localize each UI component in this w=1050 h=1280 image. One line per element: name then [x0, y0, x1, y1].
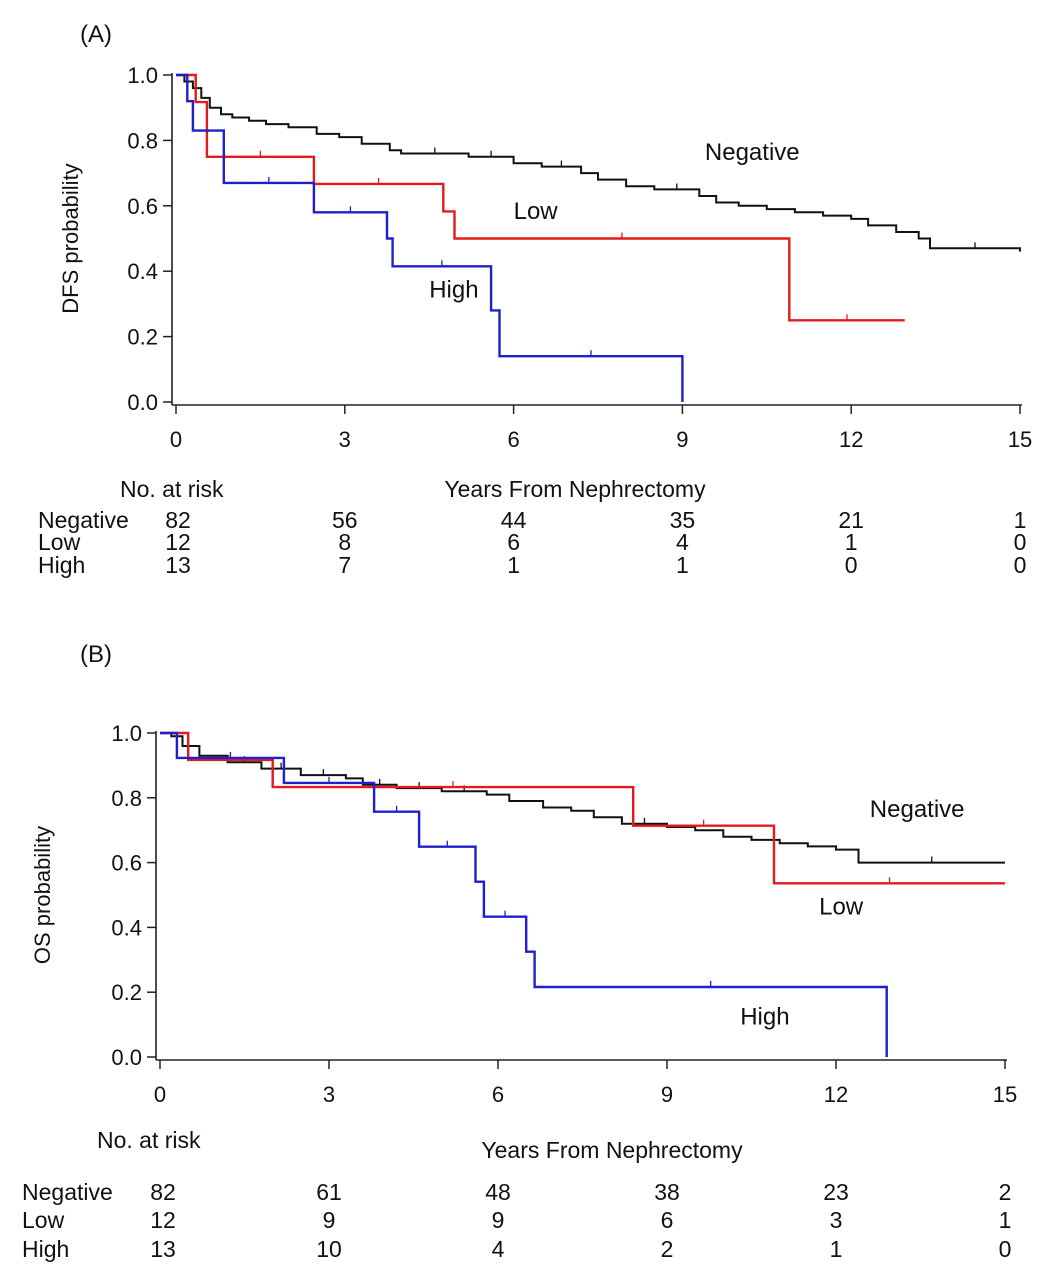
- risk-count: 1: [830, 1236, 843, 1262]
- risk-count: 8: [338, 529, 351, 555]
- y-tick-label: 0.8: [127, 128, 158, 153]
- risk-count: 9: [492, 1207, 505, 1233]
- risk-count: 1: [676, 552, 689, 578]
- y-tick-label: 1.0: [111, 721, 142, 746]
- y-tick-label: 0.4: [111, 915, 142, 940]
- risk-count: 0: [1014, 529, 1027, 555]
- curve-label-negative: Negative: [705, 139, 800, 166]
- x-tick-label: 3: [339, 427, 351, 452]
- os-chart: 0 3 6 9 12 150.00.20.40.60.81.0OS probability…: [22, 721, 1017, 1262]
- panel-b-label: (B): [80, 641, 112, 668]
- curve-label-negative: Negative: [870, 796, 965, 823]
- risk-count: 0: [1014, 552, 1027, 578]
- risk-count: 2: [661, 1236, 674, 1262]
- risk-count: 0: [999, 1236, 1012, 1262]
- risk-count: 10: [316, 1236, 342, 1262]
- curve-label-low: Low: [514, 198, 559, 225]
- risk-count: 3: [830, 1207, 843, 1233]
- risk-count: 0: [845, 552, 858, 578]
- x-tick-label: 3: [323, 1082, 335, 1107]
- risk-count: 9: [323, 1207, 336, 1233]
- risk-count: 1: [507, 552, 520, 578]
- risk-count: 4: [492, 1236, 505, 1262]
- risk-count: 1: [1014, 507, 1027, 533]
- risk-count: 6: [661, 1207, 674, 1233]
- risk-count: 38: [654, 1179, 680, 1205]
- risk-count: 7: [338, 552, 351, 578]
- series-line-high: [160, 731, 888, 1057]
- x-tick-label: 6: [492, 1082, 504, 1107]
- x-tick-label: 9: [661, 1082, 673, 1107]
- risk-count: 13: [165, 552, 191, 578]
- x-axis-label: Years From Nephrectomy: [444, 476, 706, 502]
- curve-label-high: High: [740, 1004, 789, 1031]
- y-tick-label: 0.0: [127, 390, 158, 415]
- risk-count: 1: [845, 529, 858, 555]
- y-axis-label: OS probability: [30, 826, 55, 964]
- risk-row-label: Low: [22, 1207, 65, 1233]
- y-tick-label: 0.8: [111, 786, 142, 811]
- x-tick-label: 15: [1008, 427, 1032, 452]
- y-tick-label: 0.0: [111, 1045, 142, 1070]
- series-line-low: [176, 73, 905, 322]
- dfs-chart: 0 3 6 9 12 15 0.0 0.2 0.4 0.6 0.8 1.0 DFS probabilit…: [38, 63, 1032, 578]
- risk-count: 1: [999, 1207, 1012, 1233]
- y-tick-label: 0.2: [111, 980, 142, 1005]
- risk-count: 82: [165, 507, 191, 533]
- risk-count: 12: [165, 529, 191, 555]
- risk-count: 23: [823, 1179, 849, 1205]
- risk-count: 44: [501, 507, 527, 533]
- x-tick-label: 15: [993, 1082, 1017, 1107]
- risk-count: 48: [485, 1179, 511, 1205]
- risk-count: 13: [150, 1236, 176, 1262]
- x-tick-label: 6: [507, 427, 519, 452]
- x-axis-label: Years From Nephrectomy: [481, 1137, 743, 1163]
- risk-count: 21: [838, 507, 864, 533]
- risk-count: 61: [316, 1179, 342, 1205]
- risk-count: 12: [150, 1207, 176, 1233]
- panel-a-label: (A): [80, 21, 112, 48]
- x-tick-label: 9: [676, 427, 688, 452]
- risk-count: 2: [999, 1179, 1012, 1205]
- risk-count: 56: [332, 507, 358, 533]
- risk-row-label: High: [38, 552, 85, 578]
- y-axis-label: DFS probability: [58, 163, 83, 313]
- curve-label-high: High: [429, 276, 478, 303]
- y-tick-label: 1.0: [127, 63, 158, 88]
- x-tick-label: 0: [170, 427, 182, 452]
- curve-label-low: Low: [819, 893, 864, 920]
- series-line-high: [176, 73, 684, 402]
- y-tick-label: 0.6: [127, 194, 158, 219]
- x-tick-label: 12: [839, 427, 863, 452]
- risk-table-title: No. at risk: [97, 1127, 201, 1153]
- series-line-negative: [176, 74, 1021, 252]
- risk-row-label: Low: [38, 529, 81, 555]
- risk-table-title: No. at risk: [120, 476, 224, 502]
- risk-count: 6: [507, 529, 520, 555]
- y-tick-label: 0.4: [127, 259, 158, 284]
- risk-count: 4: [676, 529, 689, 555]
- x-tick-label: 12: [824, 1082, 848, 1107]
- risk-count: 35: [670, 507, 696, 533]
- risk-row-label: Negative: [22, 1179, 113, 1205]
- x-tick-label: 0: [154, 1082, 166, 1107]
- risk-row-label: Negative: [38, 507, 129, 533]
- y-tick-label: 0.2: [127, 325, 158, 350]
- risk-row-label: High: [22, 1236, 69, 1262]
- y-tick-label: 0.6: [111, 851, 142, 876]
- risk-count: 82: [150, 1179, 176, 1205]
